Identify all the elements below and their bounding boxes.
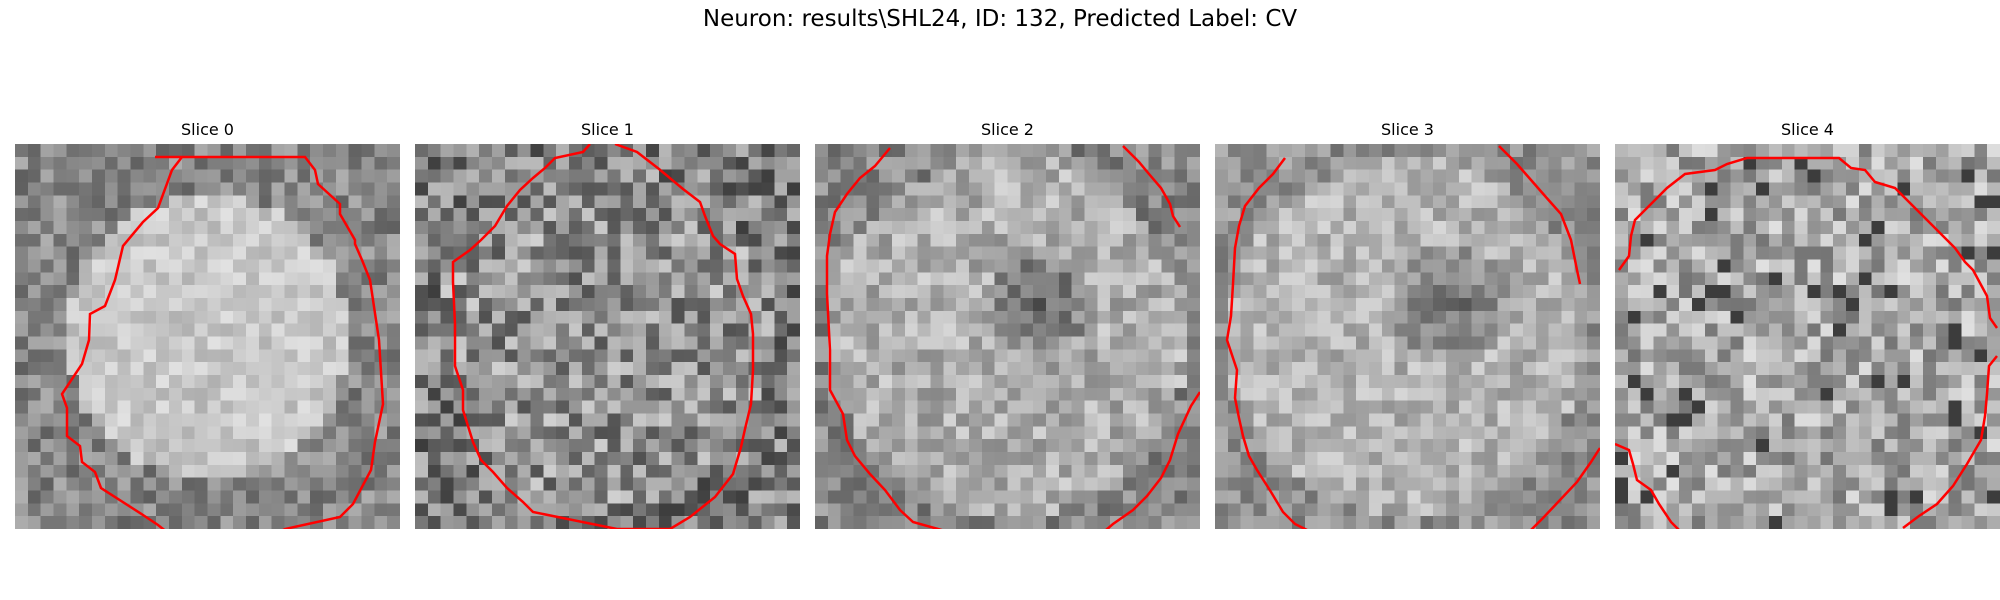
contour-overlay bbox=[60, 155, 385, 529]
slice-image bbox=[15, 144, 400, 529]
slice-title: Slice 1 bbox=[581, 120, 634, 139]
slice-title: Slice 2 bbox=[981, 120, 1034, 139]
slice-title: Slice 0 bbox=[181, 120, 234, 139]
slice-title: Slice 3 bbox=[1381, 120, 1434, 139]
cell-contour-line bbox=[1498, 145, 1582, 285]
slice-grayscale-image bbox=[1615, 144, 2000, 529]
figure-title: Neuron: results\SHL24, ID: 132, Predicte… bbox=[702, 6, 1298, 32]
cell-contour-line bbox=[60, 155, 385, 529]
slice-title: Slice 4 bbox=[1781, 120, 1834, 139]
cell-contour-line bbox=[1615, 442, 1680, 529]
cell-contour-line bbox=[1105, 391, 1200, 529]
slice-image bbox=[1215, 144, 1600, 529]
contour-overlay bbox=[825, 145, 1200, 529]
contour-overlay bbox=[451, 144, 755, 529]
contour-overlay bbox=[1225, 145, 1600, 529]
contour-overlay bbox=[1615, 156, 1999, 529]
slice-grayscale-image bbox=[15, 144, 400, 529]
cell-contour-line bbox=[1225, 157, 1308, 529]
cell-contour-line bbox=[1617, 156, 1999, 329]
slice-image bbox=[1615, 144, 2000, 529]
cell-contour-line bbox=[1122, 145, 1182, 228]
cell-contour-line bbox=[825, 147, 943, 529]
cell-contour-line bbox=[451, 144, 755, 529]
slice-grayscale-image bbox=[1215, 144, 1600, 529]
cell-contour-line bbox=[1902, 355, 1998, 529]
cell-contour-line bbox=[1530, 447, 1600, 529]
slice-grayscale-image bbox=[815, 144, 1200, 529]
slice-image bbox=[415, 144, 800, 529]
slice-image bbox=[815, 144, 1200, 529]
